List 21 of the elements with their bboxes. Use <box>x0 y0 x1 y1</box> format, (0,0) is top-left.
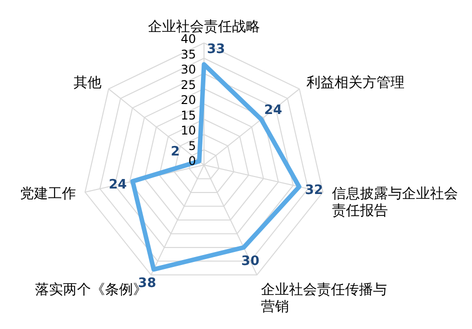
y-tick-label: 15 <box>180 108 196 122</box>
spoke-label: 党建工作 <box>20 186 76 202</box>
spoke-label: 企业社会责任传播与营销 <box>260 282 387 316</box>
spoke-label: 企业社会责任战略 <box>148 18 260 35</box>
data-label: 24 <box>264 102 282 118</box>
y-tick-label: 35 <box>180 47 196 62</box>
data-label: 38 <box>138 276 156 292</box>
y-tick-label: 5 <box>188 138 196 153</box>
data-label: 30 <box>241 254 260 270</box>
y-tick-label: 20 <box>180 93 196 107</box>
y-tick-label: 30 <box>180 62 196 76</box>
data-label: 2 <box>170 144 180 160</box>
data-label: 32 <box>304 183 324 198</box>
spoke-label: 信息披露与企业社会责任报告 <box>332 186 458 220</box>
y-tick-label: 25 <box>180 78 196 92</box>
y-tick-label: 40 <box>180 32 196 46</box>
y-tick-label: 10 <box>180 124 196 138</box>
data-label: 24 <box>108 178 127 193</box>
spoke-label: 其他 <box>73 75 102 92</box>
data-label: 33 <box>206 42 226 58</box>
spoke-label: 利益相关方管理 <box>306 75 405 92</box>
